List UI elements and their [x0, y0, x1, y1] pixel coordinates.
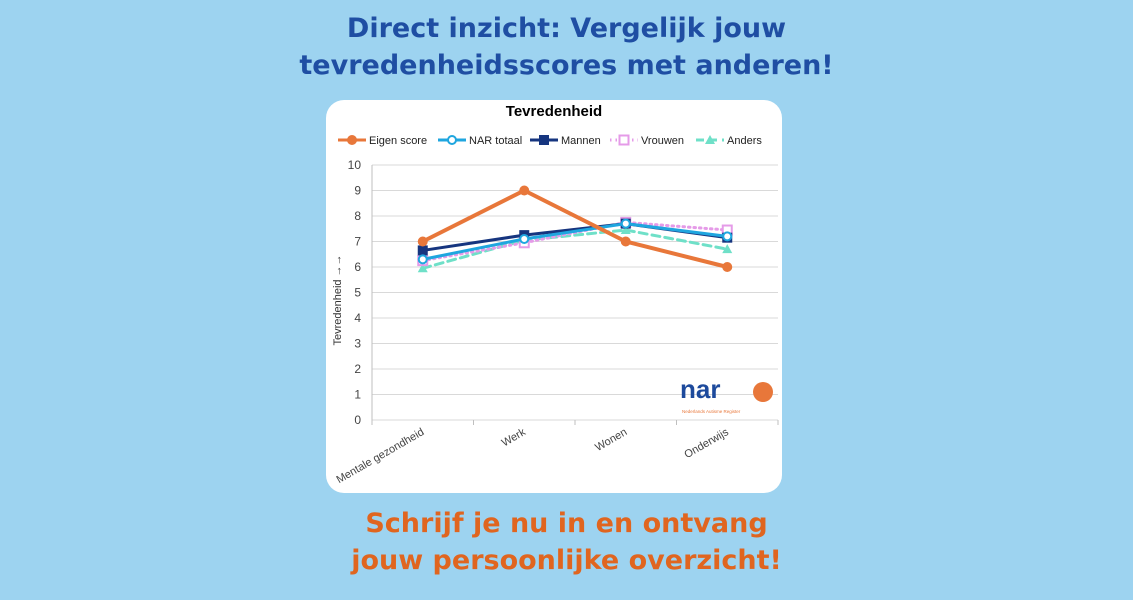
- legend-item: Mannen: [530, 135, 601, 147]
- series-line: [420, 188, 730, 269]
- series-eigen-score: [417, 185, 733, 272]
- data-point: [417, 263, 428, 273]
- data-point: [347, 135, 357, 145]
- data-point: [705, 135, 715, 144]
- data-point: [620, 225, 631, 235]
- logo-text: nar: [680, 374, 720, 404]
- y-tick-label: 4: [354, 311, 361, 325]
- data-point: [722, 262, 733, 272]
- legend-label: Vrouwen: [641, 135, 684, 147]
- y-tick-label: 6: [354, 260, 361, 274]
- legend-label: Anders: [727, 135, 762, 147]
- y-tick-label: 7: [354, 235, 361, 249]
- legend-item: Eigen score: [338, 135, 427, 147]
- data-point: [417, 254, 428, 265]
- data-point: [417, 236, 428, 247]
- headline-top-line1: Direct inzicht: Vergelijk jouw: [346, 13, 787, 44]
- logo-subtitle: Nederlands Autisme Register: [682, 409, 741, 414]
- headline-top-line2: tevredenheidsscores met anderen!: [299, 50, 834, 81]
- series-line: [421, 222, 729, 261]
- legend-item: Anders: [696, 135, 762, 147]
- logo-people-icon: [753, 382, 773, 402]
- x-tick-label: Onderwijs: [682, 426, 731, 461]
- headline-top: Direct inzicht: Vergelijk jouw tevredenh…: [0, 10, 1133, 84]
- legend-label: Mannen: [561, 135, 601, 147]
- data-point: [722, 244, 733, 254]
- y-tick-label: 8: [354, 209, 361, 223]
- data-point: [417, 245, 428, 256]
- data-point: [447, 135, 457, 145]
- data-point: [618, 134, 630, 146]
- line-chart: Tevredenheid 0 1 2 3 4 5 6 7 8 9 10 Mentale gezondh…: [332, 103, 779, 486]
- chart-card: Tevredenheid 0 1 2 3 4 5 6 7 8 9 10 Mentale gezondh…: [326, 100, 782, 493]
- legend-label: NAR totaal: [469, 135, 522, 147]
- y-tick-label: 5: [354, 286, 361, 300]
- series-line: [421, 228, 729, 270]
- x-tick-label: Wonen: [593, 426, 629, 454]
- y-tick-label: 10: [348, 158, 362, 172]
- headline-bottom: Schrijf je nu in en ontvang jouw persoon…: [0, 505, 1133, 579]
- data-point: [539, 135, 549, 145]
- data-point: [519, 233, 530, 244]
- legend-item: NAR totaal: [438, 135, 522, 147]
- x-tick-label: Mentale gezondheid: [334, 426, 426, 486]
- data-point: [519, 185, 530, 196]
- y-tick-label: 3: [354, 337, 361, 351]
- legend-item: Vrouwen: [610, 134, 684, 147]
- headline-bottom-line1: Schrijf je nu in en ontvang: [365, 508, 768, 539]
- data-point: [620, 236, 631, 247]
- y-tick-label: 2: [354, 362, 361, 376]
- y-axis-label: Tevredenheid →→: [332, 254, 344, 345]
- y-tick-label: 9: [354, 184, 361, 198]
- series-nar-totaal: [417, 218, 733, 265]
- data-point: [722, 231, 733, 242]
- data-point: [620, 218, 631, 229]
- nar-logo: nar Nederlands Autisme Register: [680, 374, 773, 414]
- series-line: [421, 222, 729, 252]
- y-tick-label: 0: [354, 413, 361, 427]
- x-tick-label: Werk: [500, 426, 528, 449]
- y-tick-label: 1: [354, 388, 361, 402]
- legend-label: Eigen score: [369, 135, 427, 147]
- headline-bottom-line2: jouw persoonlijke overzicht!: [351, 545, 782, 576]
- chart-title: Tevredenheid: [506, 103, 602, 120]
